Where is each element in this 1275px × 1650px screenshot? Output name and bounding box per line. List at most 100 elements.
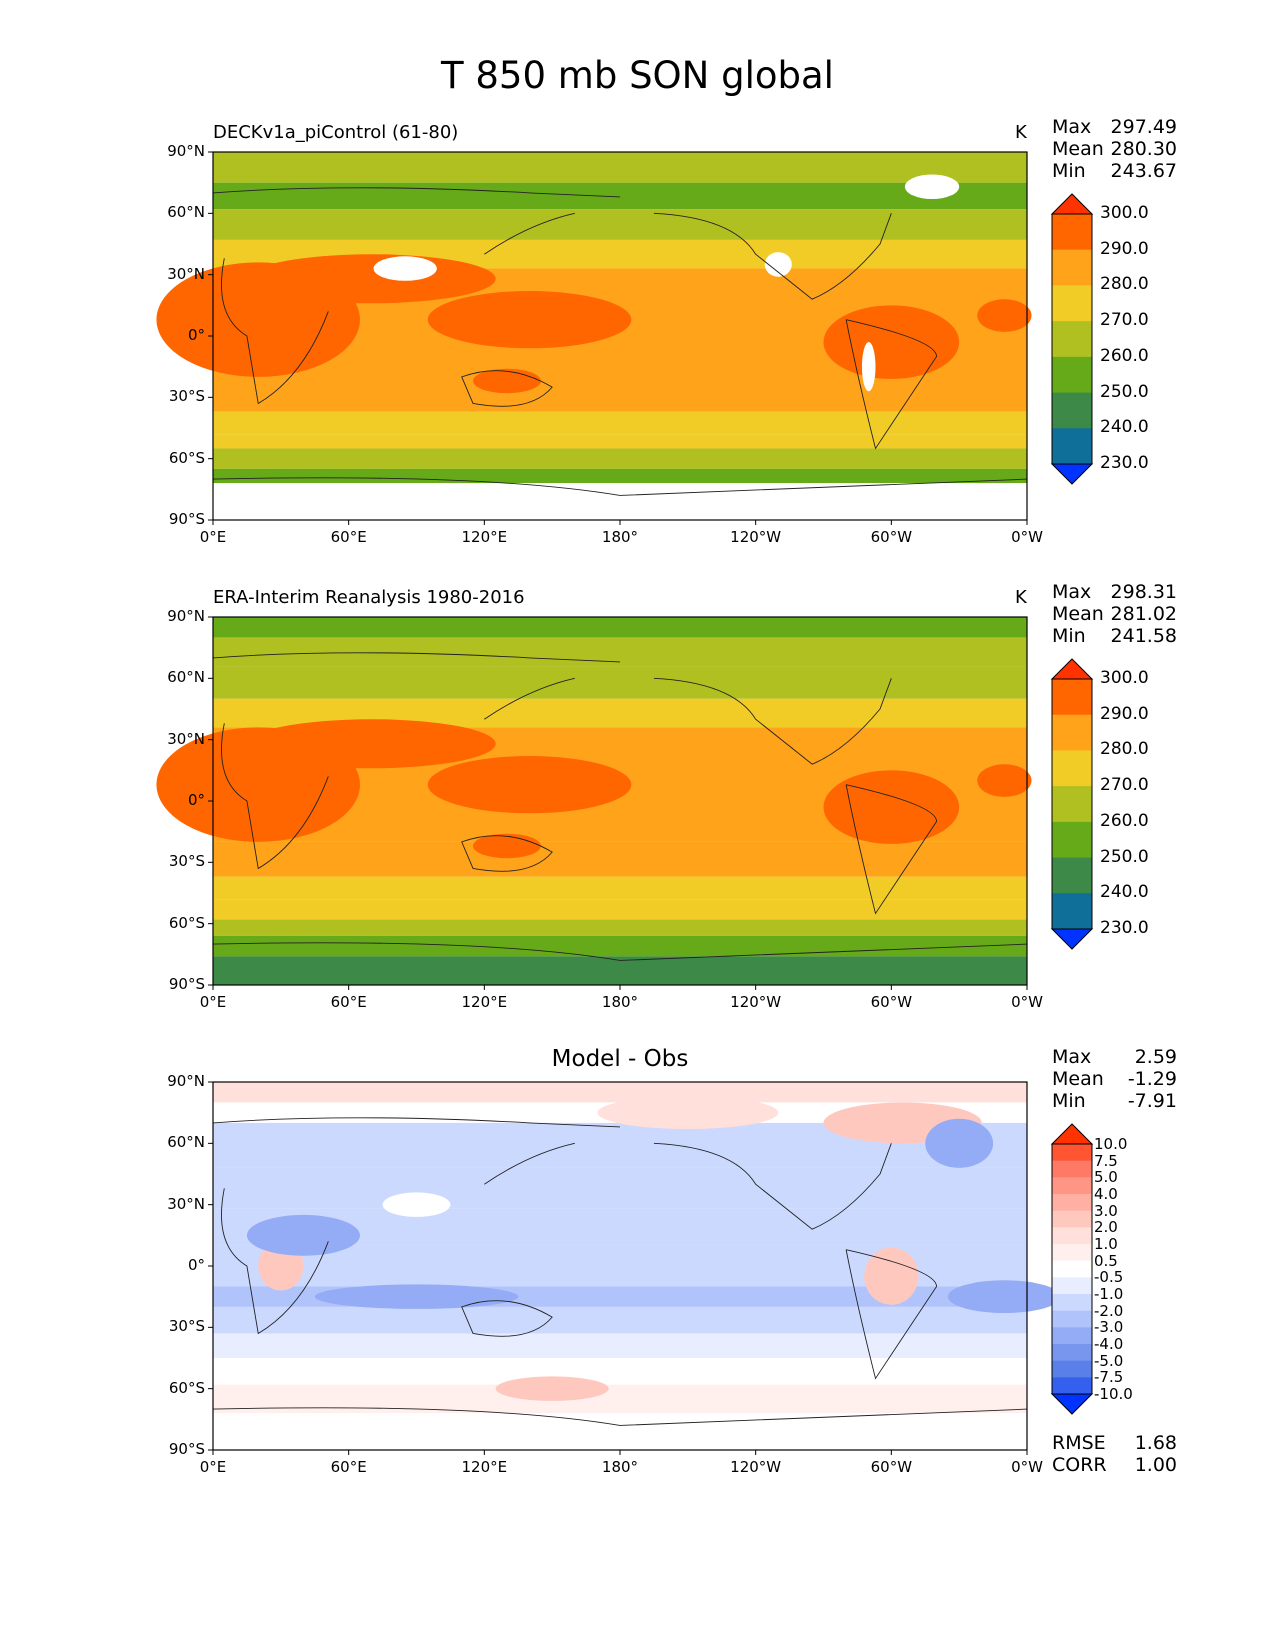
y-tick-label: 60°N [167,203,205,222]
colorbar-segment [1052,1210,1092,1228]
stat-row-max: Max 2.59 [1052,1046,1177,1068]
colorbar-label: 2.0 [1094,1218,1118,1237]
colorbar-segment [1052,1294,1092,1312]
colorbar-extend-max [1050,658,1094,680]
metrics-block: RMSE 1.68 CORR 1.00 [1052,1432,1177,1476]
masked-region [861,342,876,392]
panel-title: DECKv1a_piControl (61-80) [213,122,459,143]
stats-block: Max 298.31 Mean 281.02 Min 241.58 [1052,581,1177,647]
field-feature [925,1118,994,1168]
colorbar-segment [1052,1177,1092,1195]
colorbar-segment [1052,1144,1092,1162]
field-feature [977,299,1032,332]
x-tick-label: 0°W [1011,1458,1043,1476]
colorbar-frame [1051,678,1093,930]
colorbar-segment [1052,750,1092,787]
colorbar-segment [1052,428,1092,465]
x-tick-label: 60°E [330,1458,367,1476]
y-tick-label: 60°S [168,448,205,467]
colorbar-label: 270.0 [1100,310,1149,331]
field-band [213,1333,1027,1358]
coastline [212,477,1028,496]
field-band [213,1384,1027,1414]
field-band [213,956,1027,985]
x-tick-label: 120°E [461,528,508,546]
colorbar-label: 3.0 [1094,1201,1118,1220]
y-tick-label: 30°S [168,387,205,406]
colorbar-frame [1051,213,1093,465]
colorbar-segment [1052,321,1092,358]
colorbar-segment [1052,786,1092,823]
field-band [213,411,1027,435]
y-tick-label: 60°S [168,1378,205,1397]
colorbar-label: 230.0 [1100,918,1149,938]
colorbar-segment [1052,714,1092,751]
coastline [461,1300,553,1337]
colorbar-segment [1052,1244,1092,1262]
y-tick-label: 0° [187,326,205,344]
field-feature [246,1214,360,1256]
y-tick-label: 0° [187,1256,205,1274]
panel-title: Model - Obs [551,1046,689,1072]
field-band [213,637,1027,667]
stats-block: Max 297.49 Mean 280.30 Min 243.67 [1052,116,1177,182]
colorbar-segment [1052,1344,1092,1362]
field-feature [977,764,1032,797]
coastline [212,1117,621,1128]
y-tick-label: 0° [187,791,205,809]
stat-row-min: Min -7.91 [1052,1090,1177,1112]
colorbar-label: 240.0 [1100,417,1149,438]
field-band [213,876,1027,900]
stat-row-min: Min 243.67 [1052,160,1177,182]
field-band [213,666,1027,699]
colorbar-label: -1.0 [1094,1285,1124,1303]
y-tick-label: 60°N [167,1133,205,1152]
field-feature [246,719,496,769]
field-band [213,1306,1027,1334]
x-tick-label: 60°W [870,1458,913,1476]
colorbar-segment [1052,214,1092,251]
colorbar-segment [1052,821,1092,859]
field-feature [864,1247,919,1305]
masked-region [373,256,437,281]
coastline [221,1188,329,1335]
coastline [212,652,621,663]
stat-label: Min [1052,625,1086,647]
coastline [653,1142,892,1230]
colorbar-segment [1052,1160,1092,1178]
y-tick-label: 30°S [168,1317,205,1336]
y-tick-label: 60°N [167,668,205,687]
coastline [653,677,892,765]
stat-label: Max [1052,1046,1092,1068]
x-tick-label: 180° [601,1458,639,1476]
metric-label: CORR [1052,1454,1107,1476]
field-feature [382,1192,451,1217]
field-band [213,182,1027,210]
colorbar-label: -7.5 [1094,1368,1124,1387]
field-band [213,468,1027,484]
coastline [461,370,553,407]
x-tick-label: 180° [601,528,639,546]
x-tick-label: 120°W [730,993,782,1011]
colorbar-label: 290.0 [1100,238,1149,259]
stat-label: Mean [1052,603,1104,625]
stat-label: Max [1052,581,1092,603]
x-tick-label: 60°E [330,528,367,546]
field-band [213,1413,1027,1450]
stat-value: -1.29 [1127,1068,1177,1090]
coastline [484,212,575,255]
colorbar-segment [1052,1227,1092,1245]
colorbar-label: 4.0 [1094,1185,1118,1203]
y-tick-label: 30°N [167,264,205,283]
colorbar-label: 10.0 [1094,1135,1128,1153]
y-tick-label: 90°S [168,1440,205,1458]
colorbar-segment [1052,857,1092,894]
colorbar-segment [1052,1310,1092,1328]
coastline [212,187,621,198]
colorbar-label: 300.0 [1100,203,1149,223]
colorbar-segment [1052,1260,1092,1278]
metric-row-rmse: RMSE 1.68 [1052,1432,1177,1454]
map-panel-2 [156,616,1032,990]
colorbar-segment [1052,1194,1092,1212]
stat-value: 298.31 [1110,581,1177,603]
